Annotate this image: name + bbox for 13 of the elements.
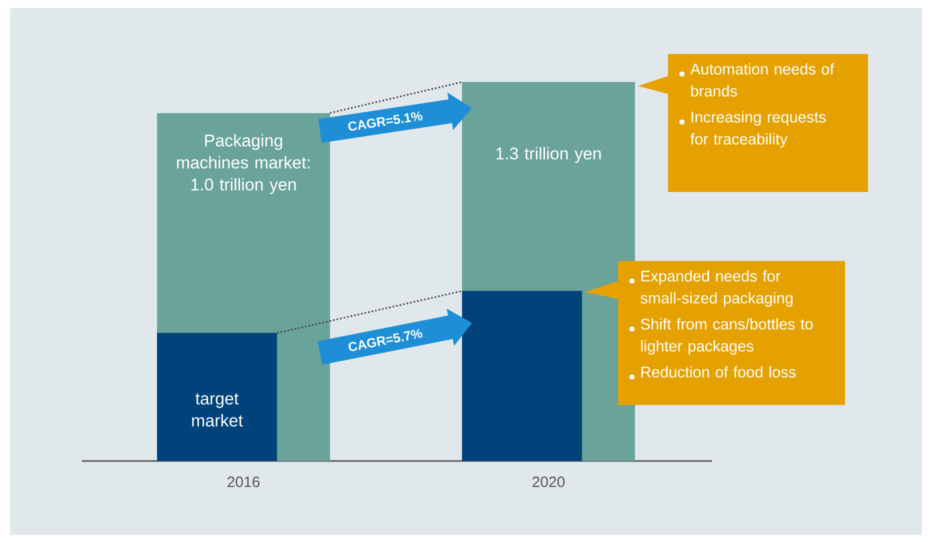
x-tick-label: 2016	[228, 476, 260, 488]
annotation: CAGR=5.1%	[348, 111, 422, 131]
bar	[462, 290, 582, 461]
bar	[157, 332, 278, 461]
x-tick-label: 2020	[532, 476, 565, 488]
annotation: target market	[192, 393, 243, 427]
annotation: Packaging machines market: 1.0 trillion yen	[177, 134, 310, 194]
annotation: Automation needs of brands	[690, 63, 834, 97]
annotation: 1.3 trillion yen	[496, 147, 601, 163]
annotation: Shift from cans/bottles to lighter packages	[640, 318, 813, 355]
annotation: Reduction of food loss	[641, 366, 796, 378]
annotation: Increasing requests for traceability	[690, 111, 826, 148]
annotation: Expanded needs for small-sized packaging	[640, 270, 793, 307]
